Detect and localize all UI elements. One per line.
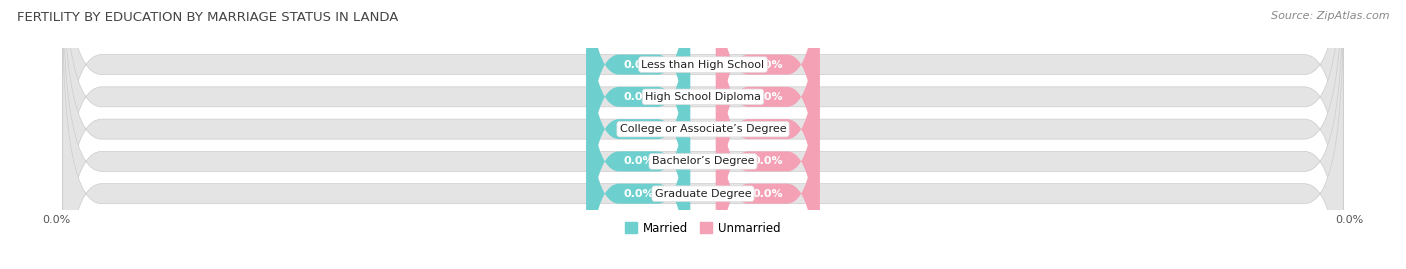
FancyBboxPatch shape bbox=[586, 0, 690, 216]
FancyBboxPatch shape bbox=[716, 42, 820, 269]
FancyBboxPatch shape bbox=[586, 42, 690, 269]
Legend: Married, Unmarried: Married, Unmarried bbox=[620, 217, 786, 239]
Text: College or Associate’s Degree: College or Associate’s Degree bbox=[620, 124, 786, 134]
FancyBboxPatch shape bbox=[586, 0, 690, 248]
Text: 0.0%: 0.0% bbox=[752, 156, 783, 167]
Text: 0.0%: 0.0% bbox=[752, 92, 783, 102]
Text: 0.0%: 0.0% bbox=[752, 59, 783, 70]
Text: High School Diploma: High School Diploma bbox=[645, 92, 761, 102]
FancyBboxPatch shape bbox=[716, 0, 820, 269]
FancyBboxPatch shape bbox=[586, 10, 690, 269]
FancyBboxPatch shape bbox=[716, 10, 820, 269]
Text: 0.0%: 0.0% bbox=[752, 189, 783, 199]
FancyBboxPatch shape bbox=[63, 0, 1343, 269]
Text: Bachelor’s Degree: Bachelor’s Degree bbox=[652, 156, 754, 167]
Text: 0.0%: 0.0% bbox=[623, 124, 654, 134]
FancyBboxPatch shape bbox=[716, 0, 820, 216]
FancyBboxPatch shape bbox=[63, 10, 1343, 269]
FancyBboxPatch shape bbox=[63, 0, 1343, 269]
FancyBboxPatch shape bbox=[63, 0, 1343, 269]
Text: Less than High School: Less than High School bbox=[641, 59, 765, 70]
FancyBboxPatch shape bbox=[586, 0, 690, 269]
Text: 0.0%: 0.0% bbox=[623, 189, 654, 199]
FancyBboxPatch shape bbox=[63, 0, 1343, 248]
Text: 0.0%: 0.0% bbox=[623, 92, 654, 102]
Text: Graduate Degree: Graduate Degree bbox=[655, 189, 751, 199]
Text: 0.0%: 0.0% bbox=[623, 156, 654, 167]
Text: 0.0%: 0.0% bbox=[752, 124, 783, 134]
Text: FERTILITY BY EDUCATION BY MARRIAGE STATUS IN LANDA: FERTILITY BY EDUCATION BY MARRIAGE STATU… bbox=[17, 11, 398, 24]
Text: 0.0%: 0.0% bbox=[623, 59, 654, 70]
Text: Source: ZipAtlas.com: Source: ZipAtlas.com bbox=[1271, 11, 1389, 21]
FancyBboxPatch shape bbox=[716, 0, 820, 248]
